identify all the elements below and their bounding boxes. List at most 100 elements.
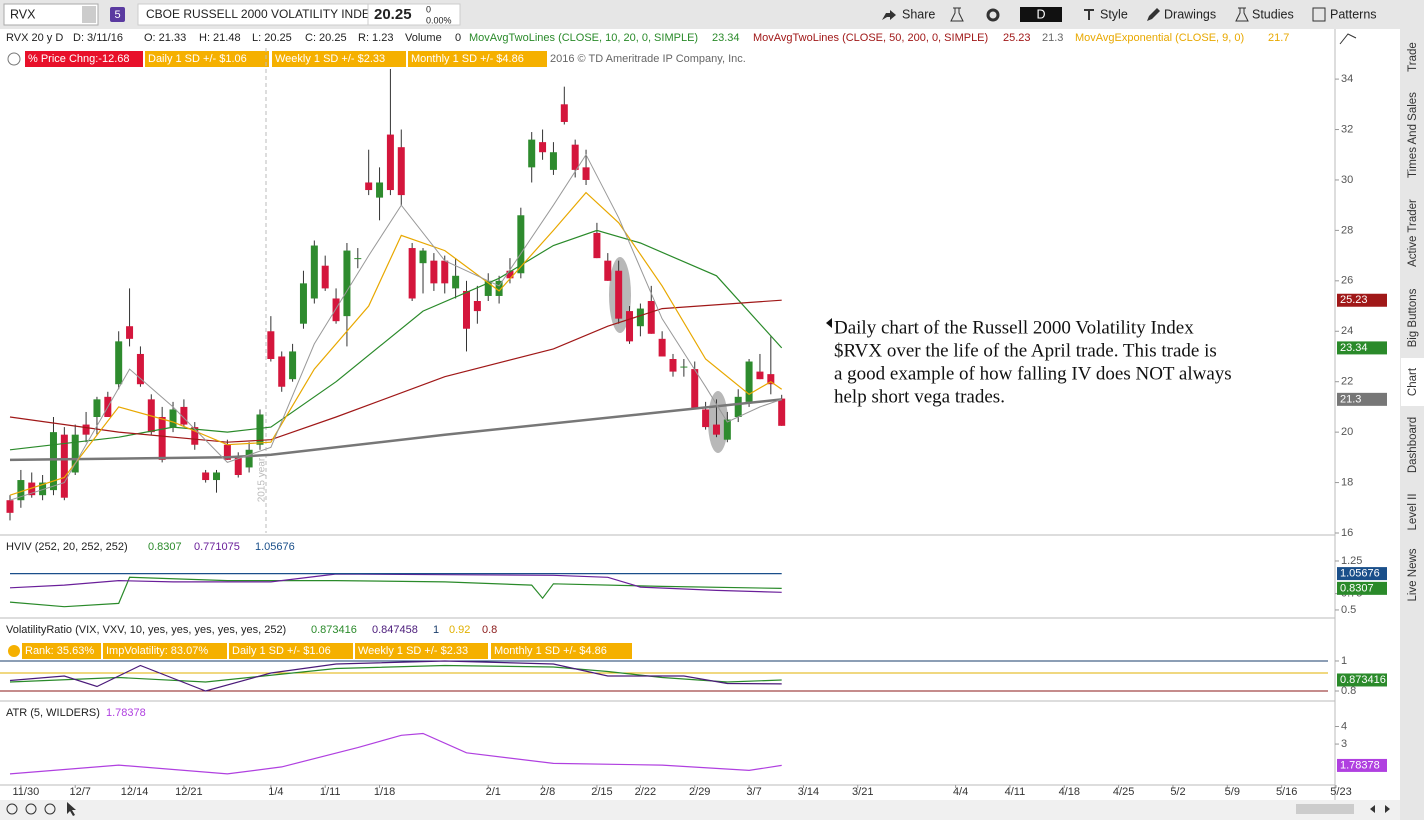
style-button[interactable]: Style — [1100, 7, 1128, 21]
x-tick-label: 3/21 — [852, 786, 873, 798]
aggregation: D — [1036, 7, 1045, 21]
zoom-out[interactable] — [44, 803, 56, 815]
candle-body — [495, 280, 503, 296]
aggregation-box[interactable] — [1020, 7, 1062, 22]
patterns-button[interactable]: Patterns — [1330, 7, 1377, 21]
value-badge-label: 1.05676 — [1340, 568, 1380, 580]
settings-icon[interactable] — [986, 8, 1000, 22]
scrollbar[interactable] — [1296, 804, 1354, 814]
candle-body — [169, 409, 177, 428]
badge — [408, 51, 547, 67]
study-label[interactable]: MovAvgTwoLines (CLOSE, 10, 20, 0, SIMPLE… — [469, 32, 698, 44]
x-tick-label: 1/4 — [268, 786, 283, 798]
info-volume-label: Volume — [405, 32, 442, 44]
value-badge-label: 25.23 — [1340, 294, 1368, 306]
annotation-line: $RVX over the life of the April trade. T… — [834, 340, 1217, 361]
lab-icon[interactable] — [950, 7, 964, 22]
y-tick-label: 18 — [1341, 476, 1353, 488]
side-tab[interactable]: Big Buttons — [1407, 288, 1419, 347]
candle-body — [256, 414, 264, 445]
zoom-icon[interactable] — [6, 803, 18, 815]
candle-body — [539, 142, 547, 153]
candle-body — [408, 248, 416, 299]
side-tab[interactable]: Trade — [1407, 42, 1419, 72]
candle-body — [452, 275, 460, 289]
side-tab[interactable]: Active Trader — [1407, 199, 1419, 267]
value-badge — [1337, 293, 1387, 307]
x-tick-label: 2/1 — [486, 786, 501, 798]
cursor-tool[interactable] — [67, 802, 76, 816]
candle-body — [223, 444, 231, 460]
x-tick-label: 4/11 — [1005, 786, 1026, 798]
symbol-dropdown[interactable] — [82, 6, 96, 23]
side-tabs — [1400, 29, 1424, 820]
year-label: 2015 year — [257, 457, 268, 502]
y-tick-label: 34 — [1341, 73, 1353, 85]
info-icon[interactable] — [7, 52, 21, 66]
last-price: 20.25 — [374, 6, 412, 23]
quote-box — [367, 3, 461, 26]
zoom-in[interactable] — [25, 803, 37, 815]
x-tick-label: 5/2 — [1170, 786, 1185, 798]
symbol-box[interactable] — [3, 3, 99, 26]
study-line — [9, 732, 782, 775]
info-symbol: RVX 20 y D — [6, 32, 63, 44]
candle-body — [354, 258, 362, 260]
studies-button[interactable]: Studies — [1252, 7, 1294, 21]
info-bar — [0, 29, 1335, 47]
y-tick-label: 32 — [1341, 123, 1353, 135]
y-tick-label: 28 — [1341, 224, 1353, 236]
expand-icon[interactable] — [1339, 33, 1357, 45]
share-button[interactable]: Share — [902, 7, 935, 21]
x-tick-label: 5/9 — [1225, 786, 1240, 798]
candle-body — [582, 167, 590, 180]
study-label[interactable]: MovAvgExponential (CLOSE, 9, 0) — [1075, 32, 1244, 44]
panel-value: 0.92 — [449, 624, 470, 636]
candle-body — [71, 434, 79, 473]
panel-value: 0.8 — [482, 624, 497, 636]
info-date: D: 3/11/16 — [73, 32, 123, 44]
study-value: 21.3 — [1042, 32, 1063, 44]
candle-body — [202, 472, 210, 481]
side-tab[interactable]: Dashboard — [1407, 417, 1419, 473]
study-line — [9, 153, 782, 501]
info-close: C: 20.25 — [305, 32, 347, 44]
side-tab[interactable]: Live News — [1407, 548, 1419, 601]
side-tab[interactable]: Chart — [1407, 367, 1419, 396]
annotation-line: Daily chart of the Russell 2000 Volatili… — [834, 317, 1194, 338]
study-label[interactable]: MovAvgTwoLines (CLOSE, 50, 200, 0, SIMPL… — [753, 32, 988, 44]
y-tick-label: 0.5 — [1341, 604, 1356, 616]
candle-body — [723, 419, 731, 440]
panel-value: 1 — [433, 624, 439, 636]
candle-body — [745, 361, 753, 402]
candle-body — [680, 366, 688, 368]
info-icon[interactable] — [8, 645, 20, 657]
value-badge — [1337, 567, 1387, 581]
candle-body — [462, 290, 470, 329]
candle-body — [778, 398, 786, 426]
patterns-icon — [1312, 7, 1326, 22]
candle-body — [115, 341, 123, 385]
candle-body — [397, 147, 405, 196]
candle-body — [158, 417, 166, 460]
candle-body — [473, 301, 481, 312]
scroll-arrows[interactable] — [1370, 805, 1390, 813]
x-tick-label: 2/22 — [635, 786, 656, 798]
value-badge-label: 0.8307 — [1340, 582, 1374, 594]
y-tick-label: 16 — [1341, 527, 1353, 539]
link-badge[interactable] — [110, 7, 125, 22]
badge — [229, 643, 353, 659]
side-tab[interactable]: Times And Sales — [1407, 92, 1419, 178]
badge — [145, 51, 269, 67]
candle-body — [691, 369, 699, 410]
candle-body — [6, 500, 14, 513]
candle-body — [28, 482, 36, 496]
y-tick-label: 20 — [1341, 426, 1353, 438]
value-badge — [1337, 673, 1387, 687]
drawings-button[interactable]: Drawings — [1164, 7, 1216, 21]
candle-body — [636, 308, 644, 327]
side-tab[interactable]: Level II — [1407, 493, 1419, 530]
x-tick-label: 1/18 — [374, 786, 395, 798]
